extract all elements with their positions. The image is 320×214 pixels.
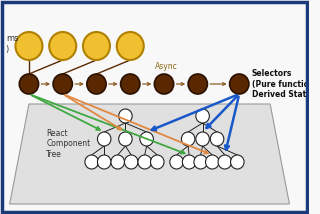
Circle shape: [150, 155, 164, 169]
Circle shape: [230, 74, 249, 94]
Circle shape: [53, 74, 72, 94]
Polygon shape: [10, 104, 289, 204]
Circle shape: [181, 132, 195, 146]
Text: Selectors
(Pure functio
Derived Stat: Selectors (Pure functio Derived Stat: [252, 69, 309, 99]
Circle shape: [98, 132, 111, 146]
Circle shape: [124, 155, 138, 169]
Circle shape: [196, 109, 209, 123]
Text: Async: Async: [155, 62, 177, 71]
Circle shape: [138, 155, 151, 169]
Circle shape: [188, 74, 207, 94]
Circle shape: [140, 132, 153, 146]
Circle shape: [196, 132, 209, 146]
Circle shape: [85, 155, 99, 169]
Circle shape: [210, 132, 224, 146]
Circle shape: [194, 155, 207, 169]
Circle shape: [98, 155, 111, 169]
Circle shape: [87, 74, 106, 94]
Circle shape: [119, 109, 132, 123]
Circle shape: [170, 155, 183, 169]
Circle shape: [119, 132, 132, 146]
Circle shape: [19, 74, 39, 94]
Text: React
Component
Tree: React Component Tree: [46, 129, 91, 159]
Circle shape: [154, 74, 174, 94]
Circle shape: [111, 155, 124, 169]
Circle shape: [182, 155, 196, 169]
Circle shape: [49, 32, 76, 60]
Circle shape: [218, 155, 232, 169]
Circle shape: [121, 74, 140, 94]
Circle shape: [117, 32, 144, 60]
Text: ms
): ms ): [6, 34, 18, 54]
Circle shape: [15, 32, 43, 60]
Circle shape: [83, 32, 110, 60]
Circle shape: [231, 155, 244, 169]
Circle shape: [205, 155, 219, 169]
